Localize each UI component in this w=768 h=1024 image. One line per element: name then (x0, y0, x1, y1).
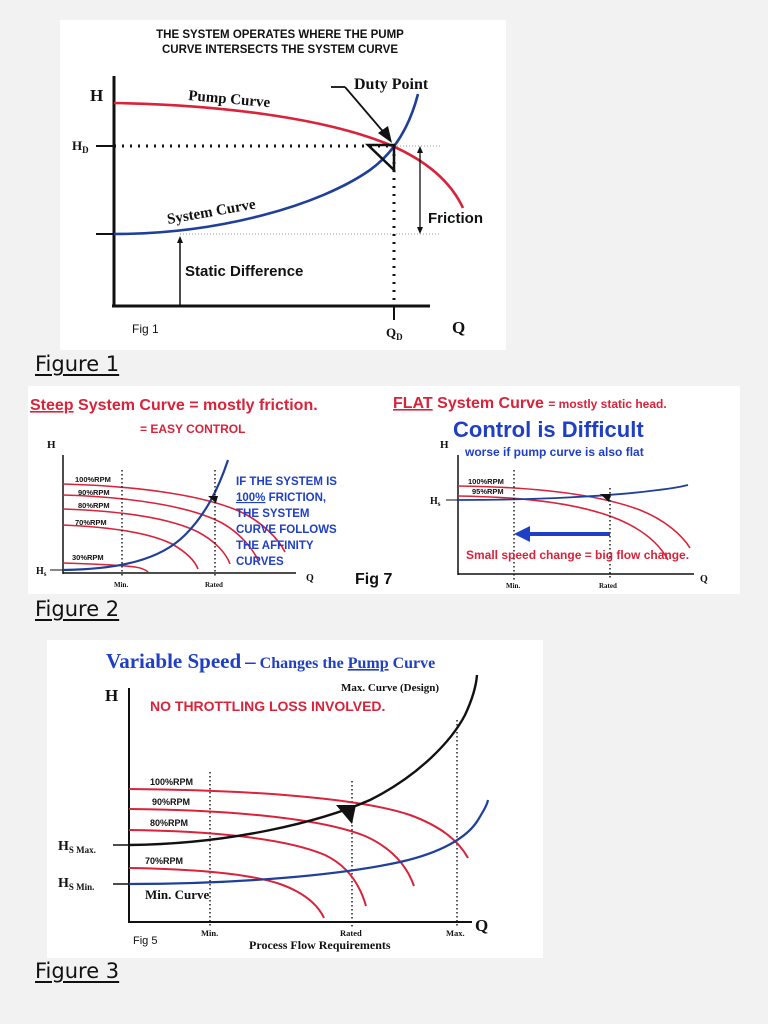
fig2-right-rated-label: Rated (599, 582, 617, 590)
fig2-note-line6: CURVES (236, 556, 284, 568)
fig3-max-curve-label: Max. Curve (Design) (341, 682, 439, 694)
fig3-fig-label: Fig 5 (133, 935, 157, 947)
fig2-right-h-label: H (440, 439, 449, 451)
figure-2-diagram: Steep System Curve = mostly friction. = … (30, 395, 708, 590)
fig1-friction-arrowhead-bottom (417, 227, 423, 234)
fig1-system-curve (113, 93, 420, 236)
fig2-left-q-label: Q (306, 573, 314, 584)
fig2-left-sub: = EASY CONTROL (140, 422, 245, 436)
fig3-duty-marker (336, 805, 356, 824)
figure-1-panel (60, 20, 506, 350)
fig2-right-rpm-curve-95 (457, 495, 669, 561)
fig3-h-label: H (105, 686, 118, 705)
fig2-left-min-label: Min. (114, 581, 128, 589)
fig2-left-rpm-label-30: 30%RPM (72, 553, 104, 562)
fig1-duty-point-pointer (344, 86, 387, 136)
fig1-title-line2: CURVE INTERSECTS THE SYSTEM CURVE (162, 44, 398, 56)
figure-3-caption: Figure 3 (35, 959, 120, 983)
fig1-qd-label: QD (386, 325, 403, 342)
fig1-friction-arrowhead-top (417, 146, 423, 153)
fig2-right-big: Control is Difficult (453, 417, 644, 442)
fig3-hs-max-label: HS Max. (58, 839, 96, 855)
fig3-rpm-curve-70 (128, 867, 325, 919)
fig2-note-line1: IF THE SYSTEM IS (236, 476, 337, 488)
fig3-hs-min-label: HS Min. (58, 876, 94, 892)
fig1-q-label: Q (452, 318, 465, 337)
fig1-h-label: H (90, 86, 103, 105)
fig2-left-rpm-label-100: 100%RPM (75, 475, 111, 484)
fig3-max-label: Max. (446, 928, 465, 938)
fig2-left-rpm-curve-90 (62, 494, 259, 561)
fig2-left-rpm-curve-30 (62, 562, 149, 573)
fig3-no-throttling: NO THROTTLING LOSS INVOLVED. (150, 698, 385, 714)
fig2-right-worse: worse if pump curve is also flat (464, 445, 644, 459)
fig1-friction-label: Friction (428, 210, 483, 227)
fig1-static-arrowhead (177, 236, 183, 243)
fig2-left-rpm-label-90: 90%RPM (78, 488, 110, 497)
fig2-note-line2: 100% FRICTION, (236, 492, 326, 504)
fig2-right-heading: FLAT System Curve = mostly static head. (393, 395, 667, 412)
fig3-rpm-curve-100 (128, 788, 469, 859)
fig2-right-rpm-curve-100 (457, 485, 691, 549)
fig2-right-rpm-label-100: 100%RPM (468, 477, 504, 486)
fig3-min-system-curve (128, 799, 490, 886)
fig2-small-speed-label: Small speed change = big flow change. (466, 548, 689, 562)
fig2-left-rpm-label-80: 80%RPM (78, 501, 110, 510)
fig2-right-flow-arrowhead (514, 526, 530, 542)
fig3-rpm-label-100: 100%RPM (150, 777, 193, 787)
fig1-pump-curve (113, 101, 465, 209)
fig1-title-line1: THE SYSTEM OPERATES WHERE THE PUMP (156, 29, 404, 41)
fig2-note-line5: THE AFFINITY (236, 540, 314, 552)
fig2-left-system-curve (62, 459, 230, 572)
fig2-note-line4: CURVE FOLLOWS (236, 524, 337, 536)
fig2-note-line3: THE SYSTEM (236, 508, 309, 520)
fig3-rpm-label-80: 80%RPM (150, 818, 188, 828)
fig3-rpm-curve-80 (128, 829, 367, 907)
fig2-right-rpm-label-95: 95%RPM (472, 487, 504, 496)
fig3-min-label: Min. (201, 928, 218, 938)
fig2-right-duty-marker (600, 494, 611, 502)
fig2-left-hs-label: Hs (36, 566, 47, 578)
fig3-rpm-label-70: 70%RPM (145, 856, 183, 866)
fig1-hd-label: HD (72, 138, 89, 155)
figure-1-diagram: THE SYSTEM OPERATES WHERE THE PUMP CURVE… (72, 29, 483, 342)
fig1-fig-label: Fig 1 (132, 322, 159, 336)
fig3-max-system-curve (128, 674, 479, 847)
fig1-duty-point-label: Duty Point (354, 76, 429, 93)
fig1-static-difference-label: Static Difference (185, 263, 303, 280)
fig3-process-flow-label: Process Flow Requirements (249, 938, 391, 952)
fig2-right-q-label: Q (700, 574, 708, 585)
fig3-q-label: Q (475, 916, 488, 935)
fig2-left-heading: Steep System Curve = mostly friction. (30, 397, 318, 414)
fig1-pump-curve-label: Pump Curve (188, 88, 272, 111)
fig3-min-curve-label: Min. Curve (145, 887, 210, 902)
figure-2-caption: Figure 2 (35, 597, 120, 621)
fig2-left-rated-label: Rated (205, 581, 223, 589)
fig2-left-rpm-curve-70 (62, 524, 199, 570)
fig2-left-duty-marker (208, 496, 218, 503)
fig2-right-min-label: Min. (506, 582, 520, 590)
fig3-title: Variable Speed – Changes the Pump Curve (106, 649, 435, 673)
fig1-duty-point-arrowhead (378, 126, 392, 143)
fig2-left-rpm-label-70: 70%RPM (75, 518, 107, 527)
fig2-fig-label: Fig 7 (355, 571, 392, 588)
fig2-left-h-label: H (47, 439, 56, 451)
fig1-duty-point-marker (364, 143, 396, 173)
fig3-rpm-label-90: 90%RPM (152, 797, 190, 807)
fig3-rated-label: Rated (340, 928, 362, 938)
fig2-left-rpm-curve-100 (62, 483, 286, 553)
figure-1-caption: Figure 1 (35, 352, 120, 376)
fig2-right-hs-label: Hs (430, 496, 441, 508)
